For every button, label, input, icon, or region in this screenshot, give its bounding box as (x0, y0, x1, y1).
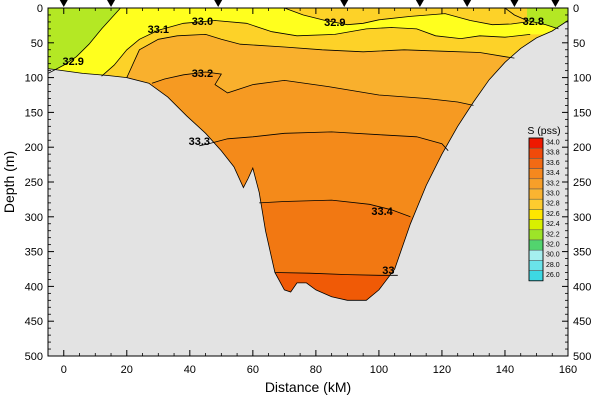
colorbar-swatch (528, 239, 544, 251)
y-tick-label-right: 450 (573, 316, 591, 328)
colorbar-level-label: 32.2 (546, 231, 560, 238)
colorbar-swatch (528, 270, 544, 282)
y-tick-label: 50 (31, 38, 43, 50)
x-tick-label: 160 (559, 364, 577, 376)
y-axis-label: Depth (m) (1, 151, 17, 213)
y-tick-label: 250 (25, 177, 43, 189)
y-tick-label: 350 (25, 247, 43, 259)
colorbar-level-label: 33.4 (546, 170, 560, 177)
contour-label: 33.4 (371, 206, 393, 218)
contour-line (504, 8, 559, 30)
y-tick-label: 500 (25, 351, 43, 363)
colorbar-swatch (528, 219, 544, 231)
y-tick-label-right: 150 (573, 107, 591, 119)
station-markers (59, 0, 560, 7)
seabed-outline (48, 20, 568, 301)
axes: 0 20 40 60 80 100 120 140 160 0 0 50 50 100 100 150 150 2… (25, 3, 592, 376)
colorbar-title: S (pss) (527, 125, 560, 137)
contour-line (274, 272, 398, 276)
colorbar-swatch (528, 168, 544, 180)
contour-label: 32.9 (62, 56, 83, 68)
contour-label: 33.0 (192, 16, 213, 28)
station-marker (214, 0, 223, 7)
y-tick-label-right: 350 (573, 247, 591, 259)
colorbar-swatch (528, 249, 544, 261)
x-tick-label: 120 (433, 364, 451, 376)
y-tick-label: 200 (25, 142, 43, 154)
colorbar-swatch (528, 198, 544, 210)
y-tick-label-right: 300 (573, 212, 591, 224)
y-tick-label: 150 (25, 107, 43, 119)
x-tick-label: 140 (496, 364, 514, 376)
colorbar-swatch (528, 178, 544, 190)
y-tick-label-right: 500 (573, 351, 591, 363)
y-tick-label-right: 400 (573, 281, 591, 293)
plot-area: 32.8 32.9 32.9 33.0 33.1 33.2 33.3 33.4 33 (48, 8, 568, 356)
colorbar-swatch (528, 188, 544, 200)
station-marker (463, 0, 472, 7)
colorbar-swatch (528, 260, 544, 271)
contour-label: 32.9 (324, 17, 345, 29)
y-tick-label-right: 100 (573, 73, 591, 85)
contour-label: 33.1 (148, 24, 169, 36)
contour-line (151, 71, 474, 106)
station-marker (340, 0, 349, 7)
station-marker (107, 0, 116, 7)
colorbar-swatch (528, 229, 544, 241)
x-tick-label: 80 (310, 364, 322, 376)
colorbar-swatch (528, 137, 544, 149)
colorbar-level-label: 33.2 (546, 180, 560, 187)
contour-label: 32.8 (523, 16, 544, 28)
y-tick-label: 450 (25, 316, 43, 328)
contour-label: 33 (382, 265, 394, 277)
station-marker (59, 0, 68, 7)
colorbar-level-label: 33.0 (546, 191, 560, 198)
x-tick-label: 40 (184, 364, 196, 376)
colorbar-level-label: 32.6 (546, 211, 560, 218)
colorbar-level-label: 33.6 (546, 160, 560, 167)
colorbar-level-label: 32.4 (546, 221, 560, 228)
colorbar-swatch (528, 147, 544, 159)
zone-fill (284, 8, 528, 25)
x-axis-label: Distance (kM) (265, 379, 351, 395)
colorbar-level-label: 33.8 (546, 150, 560, 157)
colorbar-swatch (528, 158, 544, 169)
y-tick-label: 100 (25, 73, 43, 85)
contour-line (199, 131, 449, 151)
x-tick-label: 0 (61, 364, 67, 376)
y-tick-label-right: 250 (573, 177, 591, 189)
colorbar-level-label: 32.0 (546, 242, 560, 249)
colorbar-level-label: 30.0 (546, 252, 560, 259)
colorbar-swatch (528, 209, 544, 220)
contour-line (101, 20, 531, 77)
y-tick-label-right: 0 (573, 3, 579, 15)
contour-label: 33.3 (189, 136, 210, 148)
contour-line (259, 199, 411, 218)
contour-label: 33.2 (192, 68, 213, 80)
colorbar-level-label: 28.0 (546, 262, 560, 269)
y-tick-label: 400 (25, 281, 43, 293)
x-tick-label: 60 (247, 364, 259, 376)
x-tick-label: 20 (121, 364, 133, 376)
y-tick-label-right: 200 (573, 142, 591, 154)
x-tick-label: 100 (370, 364, 388, 376)
y-tick-label: 0 (37, 3, 43, 15)
contour-line (284, 8, 528, 26)
colorbar-level-label: 26.0 (546, 272, 560, 279)
contour-line (126, 33, 515, 78)
contour-line (48, 8, 121, 74)
contour-labels: 32.8 32.9 32.9 33.0 33.1 33.2 33.3 33.4 33 (62, 16, 544, 277)
colorbar-level-label: 32.8 (546, 201, 560, 208)
y-tick-label: 300 (25, 212, 43, 224)
colorbar: S (pss) 34.0 33.8 33.6 33.4 33.2 33.0 32.8 32.6… (527, 125, 561, 282)
station-marker (510, 0, 519, 7)
y-tick-label-right: 50 (573, 38, 585, 50)
station-marker (415, 0, 424, 7)
colorbar-level-label: 34.0 (546, 140, 560, 147)
station-marker (551, 0, 560, 7)
contour-lines (48, 8, 559, 276)
colorbar-frame (528, 137, 544, 282)
